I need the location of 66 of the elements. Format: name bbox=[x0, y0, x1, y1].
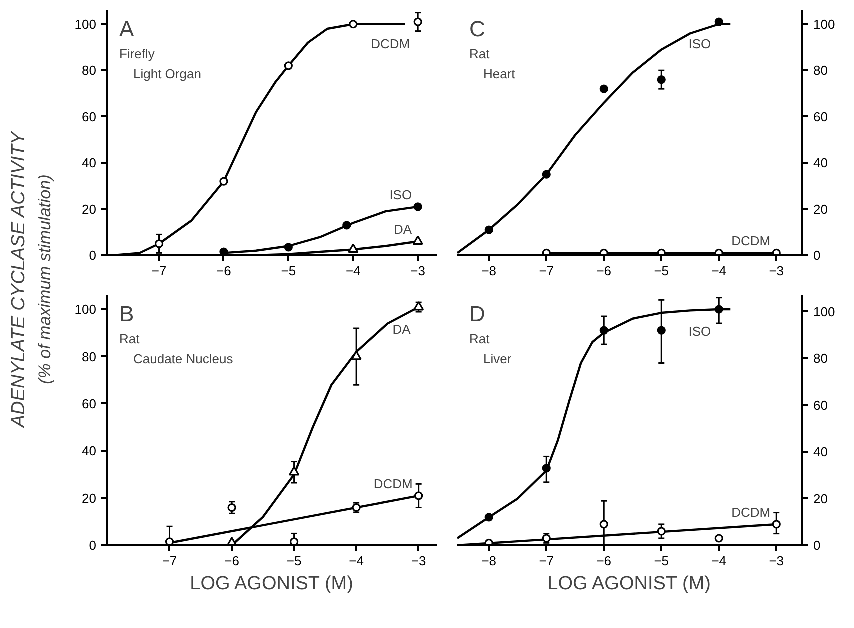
series-label: ISO bbox=[390, 187, 412, 202]
x-tick-label: −6 bbox=[224, 554, 240, 568]
text: Rat Caudate Nucleus bbox=[120, 332, 234, 366]
x-tick-label: −7 bbox=[152, 264, 167, 278]
series-label: DCDM bbox=[732, 504, 771, 520]
y2-tick-label: 20 bbox=[814, 491, 828, 506]
x-tick-label: −5 bbox=[286, 554, 302, 568]
x-tick-label: −4 bbox=[712, 554, 727, 568]
series-label: DCDM bbox=[732, 234, 771, 249]
y-tick-label: 100 bbox=[74, 302, 97, 318]
y-tick-label: 40 bbox=[82, 444, 97, 459]
y2-tick-label: 40 bbox=[814, 156, 828, 171]
y2-tick-label: 60 bbox=[814, 109, 828, 124]
y-tick-label: 80 bbox=[82, 63, 97, 78]
x-tick-label: −3 bbox=[411, 554, 426, 568]
x-axis-title: LOG AGONIST (M) bbox=[548, 574, 711, 594]
y2-tick-label: 100 bbox=[814, 304, 836, 320]
x-tick-label: −4 bbox=[346, 264, 361, 278]
y-tick-label: 0 bbox=[89, 248, 97, 263]
y2-tick-label: 60 bbox=[814, 398, 828, 413]
y-tick-label: 0 bbox=[89, 538, 97, 553]
series-label: DA bbox=[392, 322, 412, 337]
series-label: DA bbox=[394, 222, 412, 238]
y2-tick-label: 0 bbox=[814, 248, 821, 263]
y2-tick-label: 40 bbox=[814, 444, 828, 460]
y2-tick-label: 0 bbox=[814, 538, 821, 553]
chart-title: D bbox=[470, 302, 486, 326]
series-label: ISO bbox=[688, 36, 712, 52]
series-label: ISO bbox=[688, 324, 712, 340]
y2-tick-label: 100 bbox=[814, 16, 836, 32]
x-tick-label: −8 bbox=[482, 554, 497, 568]
x-tick-label: −3 bbox=[769, 554, 784, 568]
x-tick-label: −3 bbox=[410, 264, 426, 278]
text: Firefly Light Organ bbox=[120, 46, 202, 82]
x-tick-label: −5 bbox=[654, 554, 670, 568]
x-tick-label: −5 bbox=[281, 264, 296, 278]
y2-tick-label: 80 bbox=[814, 351, 828, 366]
text: Rat Heart bbox=[470, 46, 516, 82]
x-tick-label: −6 bbox=[216, 264, 232, 278]
x-tick-label: −7 bbox=[539, 554, 554, 568]
y-tick-label: 100 bbox=[74, 16, 97, 32]
chart-title: A bbox=[120, 16, 134, 42]
x-axis-title: LOG AGONIST (M) bbox=[190, 574, 354, 594]
x-tick-label: −7 bbox=[539, 264, 554, 278]
text: Rat Liver bbox=[470, 332, 512, 366]
x-tick-label: −6 bbox=[596, 264, 612, 278]
chart-title: C bbox=[470, 16, 486, 42]
y2-tick-label: 20 bbox=[814, 202, 828, 217]
x-tick-label: −3 bbox=[769, 264, 784, 278]
y-tick-label: 60 bbox=[82, 109, 97, 124]
x-tick-label: −5 bbox=[654, 264, 670, 278]
x-tick-label: −6 bbox=[596, 554, 612, 568]
y2-tick-label: 80 bbox=[814, 63, 828, 78]
y-axis-title: ADENYLATE CYCLASE ACTIVITY (% of maximum stimulation) bbox=[8, 130, 55, 429]
y-tick-label: 60 bbox=[82, 396, 97, 412]
y-tick-label: 20 bbox=[82, 490, 97, 506]
x-tick-label: −4 bbox=[712, 264, 727, 278]
x-tick-label: −4 bbox=[349, 554, 364, 568]
x-tick-label: −7 bbox=[162, 554, 178, 568]
chart-title: B bbox=[120, 302, 134, 326]
series-label: DCDM bbox=[374, 476, 413, 492]
series-label: DCDM bbox=[371, 36, 410, 52]
y-tick-label: 20 bbox=[82, 202, 97, 217]
x-tick-label: −8 bbox=[482, 264, 497, 278]
y-tick-label: 80 bbox=[82, 349, 97, 364]
y-tick-label: 40 bbox=[82, 156, 97, 171]
